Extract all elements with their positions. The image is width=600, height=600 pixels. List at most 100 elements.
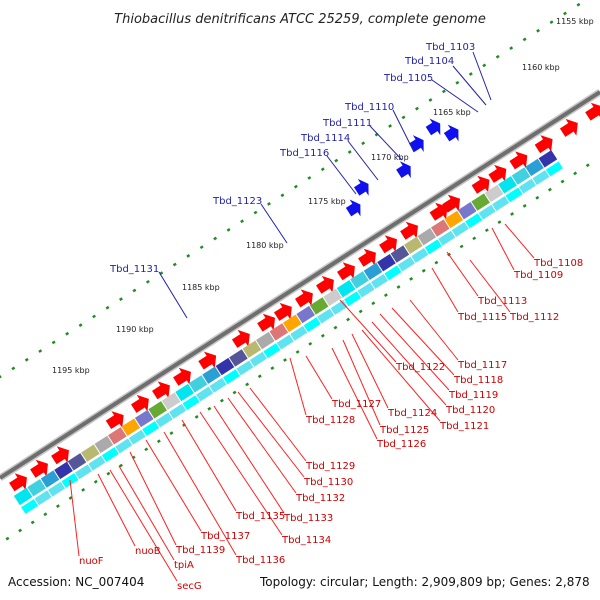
gene-block-shape <box>465 213 483 229</box>
leader-line <box>158 271 188 319</box>
inner-tick <box>383 293 388 297</box>
gene-block <box>115 438 133 454</box>
scale-tick <box>320 167 325 172</box>
gene-arrow <box>152 381 170 400</box>
gene-block-shape <box>538 150 558 168</box>
gene-arrow <box>316 275 334 294</box>
gene-block-shape <box>417 228 437 246</box>
gene-block <box>121 418 141 436</box>
blue-gene-shape <box>396 161 411 179</box>
gene-block <box>538 150 558 168</box>
gene-block <box>390 245 410 263</box>
inner-tick <box>434 260 439 265</box>
gene-block-shape <box>34 490 52 506</box>
gene-arrow-shape <box>358 248 376 267</box>
gene-arrow <box>471 175 490 194</box>
leader-line <box>145 439 202 532</box>
gene-block <box>236 360 254 376</box>
leader-line <box>109 469 178 582</box>
inner-tick <box>409 277 414 281</box>
gene-arrow-shape <box>379 235 397 254</box>
scale-tick <box>536 28 541 33</box>
gene-block <box>492 196 510 211</box>
inner-tick <box>472 236 477 241</box>
gene-block-shape <box>276 334 294 350</box>
scale-tick <box>576 2 581 7</box>
scale-tick <box>226 228 231 232</box>
gene-block <box>511 167 531 185</box>
gene-block-shape <box>134 409 154 428</box>
gene-block-shape <box>424 239 442 255</box>
scale-tick <box>172 262 177 267</box>
gene-block <box>444 210 464 229</box>
gene-block <box>371 274 388 289</box>
gene-block-shape <box>336 279 356 298</box>
gene-block <box>229 349 248 367</box>
gene-block <box>81 444 100 462</box>
gene-label: Tbd_1126 <box>376 439 426 450</box>
gene-label: Tbd_1114 <box>300 133 350 144</box>
leader-line <box>163 431 237 556</box>
gene-block-shape <box>317 308 335 324</box>
gene-label: Tbd_1105 <box>383 73 433 84</box>
gene-block <box>451 222 469 237</box>
scale-tick <box>51 340 56 345</box>
gene-label: Tbd_1122 <box>395 362 445 373</box>
gene-arrow-shape <box>585 102 600 121</box>
gene-block <box>323 288 342 306</box>
leader-line <box>260 203 288 244</box>
gene-label: tpiA <box>174 560 194 571</box>
gene-label: Tbd_1124 <box>387 408 437 419</box>
gene-block <box>256 331 275 350</box>
gene-block-shape <box>155 412 173 428</box>
gene-label: nuoB <box>135 546 161 557</box>
gene-block-shape <box>390 245 410 263</box>
inner-tick <box>5 536 10 541</box>
inner-tick <box>194 414 199 419</box>
gene-label: Tbd_1120 <box>445 405 495 416</box>
gene-block-shape <box>478 204 496 220</box>
gene-arrow <box>442 194 461 213</box>
gene-block-shape <box>115 438 133 454</box>
gene-block <box>242 340 262 358</box>
leader-line <box>472 51 492 101</box>
gene-block <box>161 392 181 410</box>
gene-block-shape <box>209 377 227 393</box>
inner-tick <box>207 406 212 411</box>
scale-tick <box>347 150 352 154</box>
leader-line <box>326 155 357 195</box>
gene-arrow <box>9 473 27 492</box>
leader-line <box>391 307 455 376</box>
gene-arrow <box>429 202 448 221</box>
gene-block <box>148 401 167 419</box>
gene-label: Tbd_1129 <box>305 461 355 472</box>
scale-tick <box>145 279 150 284</box>
gene-block-shape <box>88 455 106 471</box>
gene-block-shape <box>471 193 490 211</box>
leader-line <box>431 79 479 113</box>
leader-line <box>181 419 237 512</box>
inner-track <box>5 163 590 541</box>
gene-block-shape <box>27 479 46 497</box>
gene-block-shape <box>357 282 375 298</box>
gene-block <box>457 202 477 220</box>
scale-tick <box>119 297 123 301</box>
inner-tick <box>560 179 565 184</box>
gene-block <box>196 386 214 402</box>
inner-tick <box>68 496 73 500</box>
gene-block <box>155 412 173 428</box>
leader-line <box>339 299 397 363</box>
gene-block-shape <box>48 481 66 497</box>
gene-label: Tbd_1125 <box>379 425 429 436</box>
gene-arrow-shape <box>509 151 528 170</box>
gene-arrow <box>337 262 355 281</box>
map-title: Thiobacillus denitrificans ATCC 25259, c… <box>114 12 486 27</box>
inner-tick <box>245 382 250 387</box>
topology-text: Topology: circular; Length: 2,909,809 bp… <box>259 575 590 589</box>
inner-tick <box>535 195 540 200</box>
gene-block-shape <box>81 444 100 462</box>
gene-label: Tbd_1135 <box>235 511 285 522</box>
gene-label: Tbd_1133 <box>283 513 333 524</box>
accession-text: Accession: NC_007404 <box>8 575 144 589</box>
inner-tick <box>295 350 300 354</box>
